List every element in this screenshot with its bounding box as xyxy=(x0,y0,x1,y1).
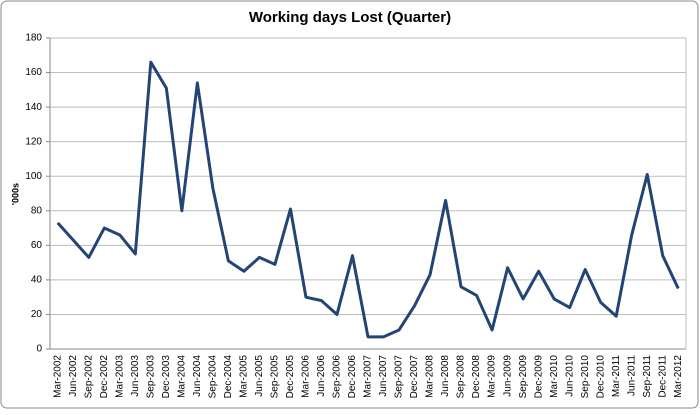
x-tick-label: Jun-2008 xyxy=(440,355,451,397)
x-tick-label: Mar-2003 xyxy=(114,355,125,398)
x-tick-label: Sep-2006 xyxy=(332,355,343,399)
y-tick-label: 40 xyxy=(31,275,43,286)
x-tick-label: Mar-2006 xyxy=(301,355,312,398)
x-tick-label: Mar-2004 xyxy=(176,355,187,398)
chart-title: Working days Lost (Quarter) xyxy=(249,9,451,26)
y-tick-label: 80 xyxy=(31,205,43,216)
y-tick-label: 0 xyxy=(36,344,42,355)
data-line xyxy=(56,60,680,339)
x-tick-label: Jun-2011 xyxy=(626,355,637,396)
x-tick-label: Sep-2007 xyxy=(394,355,405,399)
x-tick-label: Dec-2010 xyxy=(595,355,606,399)
x-tick-label: Mar-2007 xyxy=(363,355,374,398)
x-tick-label: Jun-2005 xyxy=(254,355,265,397)
y-tick-label: 100 xyxy=(25,171,42,182)
x-tick-label: Sep-2010 xyxy=(580,355,591,399)
x-tick-label: Sep-2004 xyxy=(208,355,219,399)
x-tick-label: Mar-2009 xyxy=(487,355,498,398)
x-tick-label: Dec-2003 xyxy=(161,355,172,399)
x-tick-label: Dec-2007 xyxy=(409,355,420,399)
x-tick-label: Sep-2005 xyxy=(270,355,281,399)
y-tick-label: 160 xyxy=(25,67,42,78)
y-tick-label: 20 xyxy=(31,309,43,320)
x-tick-label: Dec-2002 xyxy=(99,355,110,399)
x-tick-label: Sep-2002 xyxy=(83,355,94,399)
x-tick-label: Mar-2010 xyxy=(549,355,560,398)
x-tick-label: Mar-2008 xyxy=(425,355,436,398)
y-tick-label: 140 xyxy=(25,102,42,113)
x-tick-label: Sep-2003 xyxy=(145,355,156,399)
y-tick-label: 120 xyxy=(25,136,42,147)
x-tick-label: Mar-2012 xyxy=(673,355,684,398)
x-tick-label: Dec-2004 xyxy=(223,355,234,399)
x-tick-label: Mar-2011 xyxy=(611,355,622,397)
x-tick-label: Jun-2007 xyxy=(378,355,389,397)
x-tick-label: Jun-2002 xyxy=(68,355,79,397)
x-tick-label: Dec-2009 xyxy=(533,355,544,399)
x-tick-label: Sep-2009 xyxy=(518,355,529,399)
x-tick-label: Dec-2008 xyxy=(471,355,482,399)
x-tick-label: Sep-2011 xyxy=(642,355,653,398)
x-tick-label: Jun-2009 xyxy=(502,355,513,397)
y-axis-label: '000s xyxy=(10,183,20,205)
x-tick-label: Mar-2002 xyxy=(52,355,63,398)
y-tick-label: 60 xyxy=(31,240,43,251)
x-tick-label: Jun-2010 xyxy=(564,355,575,397)
x-tick-label: Dec-2011 xyxy=(657,355,668,398)
y-tick-label: 180 xyxy=(25,33,42,44)
x-tick-label: Dec-2006 xyxy=(347,355,358,399)
x-tick-label: Mar-2005 xyxy=(239,355,250,398)
x-tick-label: Jun-2004 xyxy=(192,355,203,397)
x-tick-label: Dec-2005 xyxy=(285,355,296,399)
x-tick-label: Jun-2006 xyxy=(316,355,327,397)
x-tick-label: Sep-2008 xyxy=(456,355,467,399)
x-tick-label: Jun-2003 xyxy=(130,355,141,397)
